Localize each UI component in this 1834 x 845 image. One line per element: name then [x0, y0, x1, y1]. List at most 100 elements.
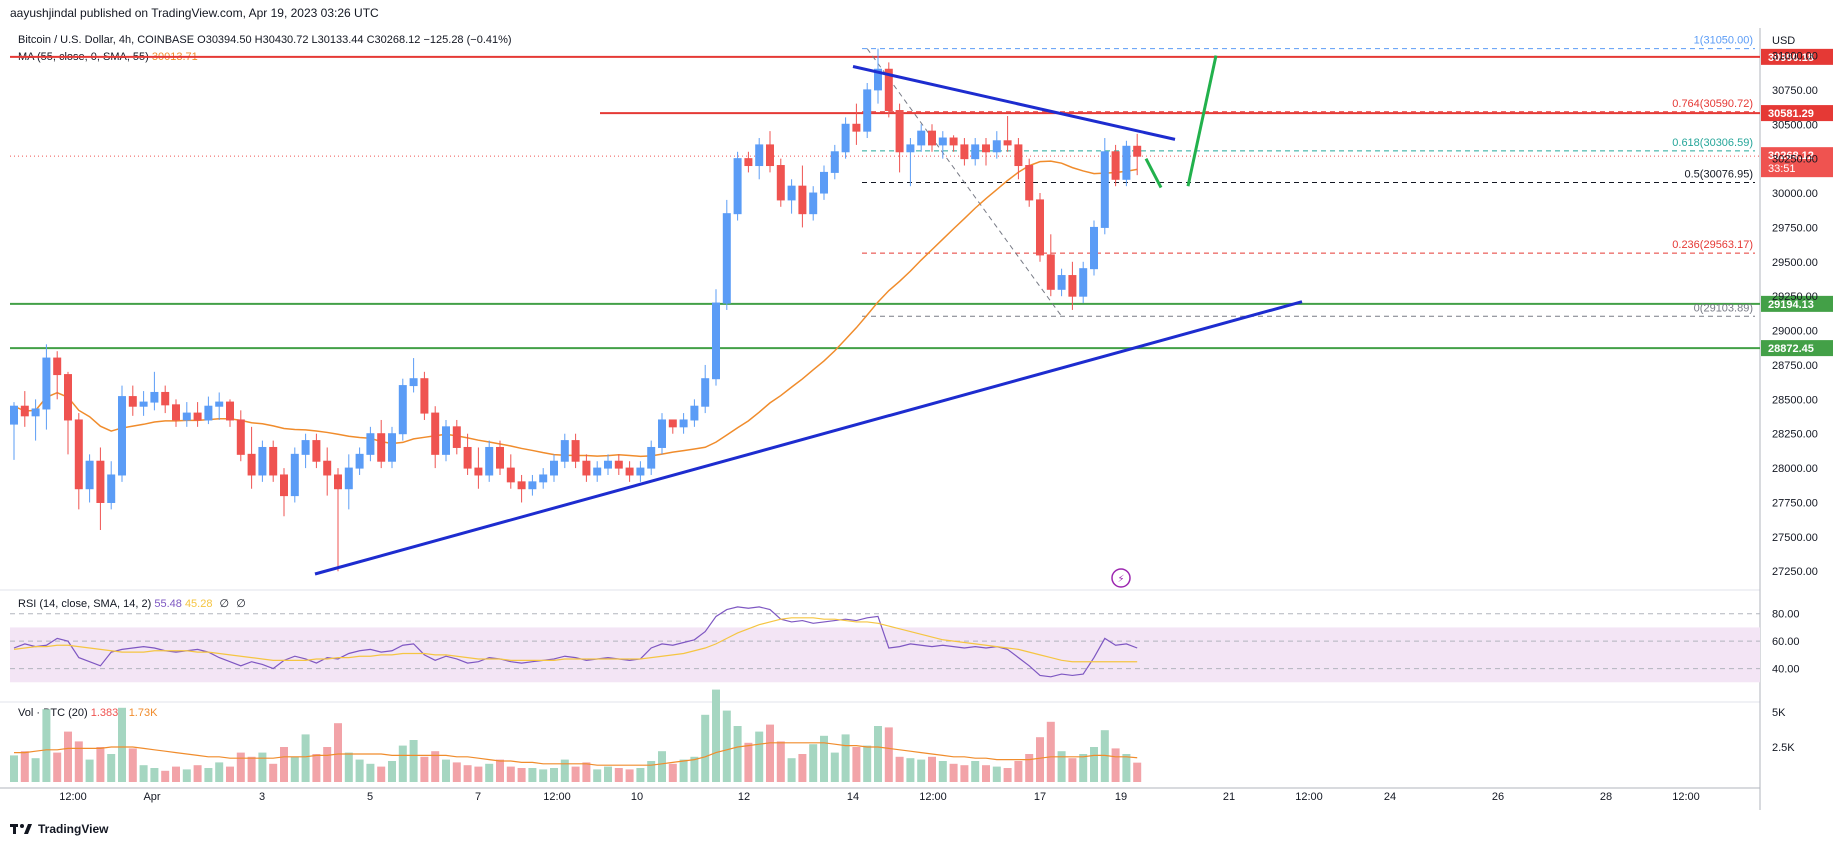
candle-body — [215, 401, 224, 407]
candle-body — [755, 144, 764, 167]
candle-body — [1122, 145, 1131, 180]
volume-bar — [820, 735, 828, 782]
volume-bar — [150, 768, 159, 782]
volume-bar — [949, 763, 958, 782]
candle-body — [809, 192, 818, 215]
volume-bar — [280, 747, 288, 782]
candle-body — [798, 185, 807, 215]
candle-body — [895, 110, 904, 153]
volume-bar — [74, 741, 83, 782]
current-price-countdown: 33:51 — [1768, 163, 1796, 175]
candle-body — [820, 171, 828, 194]
level-tag-label: 30581.29 — [1768, 108, 1814, 120]
volume-ma-value: 1.73K — [128, 707, 158, 719]
rsi-value: 55.48 — [154, 598, 182, 610]
candle-body — [409, 378, 418, 387]
volume-bar — [366, 763, 375, 782]
ohlc-open: O30394.50 — [197, 34, 252, 46]
time-axis-label: 26 — [1492, 791, 1504, 803]
time-axis-label: 12:00 — [1295, 791, 1323, 803]
footer-brand[interactable]: TradingView — [10, 822, 108, 836]
candle-body — [398, 385, 407, 435]
candle-body — [485, 446, 494, 476]
volume-bar — [20, 751, 29, 782]
volume-bar — [1057, 751, 1066, 782]
candle-body — [744, 158, 753, 167]
volume-bar — [53, 752, 62, 782]
level-tag — [1761, 340, 1833, 357]
ascending-trendline — [314, 300, 1303, 576]
candle-body — [917, 130, 926, 146]
volume-legend[interactable]: Vol · BTC (20) 1.383K 1.73K — [18, 707, 157, 719]
fibonacci-retracement: 1(31050.00) 0.764(30590.72) 0.618(30306.59… — [862, 35, 1755, 317]
volume-bar — [301, 734, 310, 782]
time-axis-label: 24 — [1384, 791, 1396, 803]
rsi-line — [13, 606, 1138, 678]
current-price-label: 30268.12 — [1768, 150, 1814, 162]
candle-body — [636, 467, 645, 476]
price-tick-label: 29000.00 — [1772, 326, 1818, 338]
volume-bar — [204, 768, 213, 782]
candle-body — [20, 405, 29, 417]
time-axis-label: 10 — [631, 791, 643, 803]
time-axis-label: 21 — [1223, 791, 1235, 803]
candle-body — [236, 419, 245, 455]
volume-axis-label: 2.5K — [1772, 742, 1795, 754]
volume-bar — [830, 752, 839, 782]
volume-bar — [506, 766, 515, 782]
candle-body — [647, 446, 656, 469]
volume-bar — [614, 768, 623, 782]
candle-body — [150, 391, 159, 403]
volume-bar — [355, 759, 364, 782]
volume-axis-label: 5K — [1772, 707, 1786, 719]
volume-bar — [701, 714, 710, 782]
time-axis-label: 12:00 — [543, 791, 571, 803]
volume-bar — [1090, 747, 1098, 782]
volume-bar — [895, 756, 904, 782]
rsi-legend[interactable]: RSI (14, close, SMA, 14, 2) 55.48 45.28 … — [18, 597, 246, 610]
volume-bar — [172, 766, 180, 782]
candle-body — [830, 151, 839, 173]
drawings: ⚡ — [314, 55, 1303, 588]
rsi-label: RSI (14, close, SMA, 14, 2) — [18, 598, 152, 610]
rsi-ma-line — [13, 617, 1138, 663]
volume-bar — [604, 766, 612, 782]
level-tag — [1761, 105, 1833, 122]
volume-bar — [182, 769, 191, 782]
volume-bar — [431, 751, 440, 782]
candle-body — [323, 460, 332, 476]
price-tick-label: 30250.00 — [1772, 154, 1818, 166]
candle-body — [1068, 275, 1077, 297]
candle-body — [701, 378, 710, 407]
current-price-tag — [1761, 147, 1833, 178]
flash-icon — [1111, 568, 1131, 588]
time-axis-label: 12:00 — [59, 791, 87, 803]
volume-bar — [863, 745, 872, 782]
volume-bar — [755, 731, 764, 782]
level-tag-label: 29194.13 — [1768, 299, 1814, 311]
symbol-name[interactable]: Bitcoin / U.S. Dollar, 4h, COINBASE — [18, 34, 195, 46]
candle-body — [733, 158, 742, 215]
candle-body — [539, 474, 548, 483]
level-tag-label: 28872.45 — [1768, 343, 1814, 355]
price-tick-label: 30000.00 — [1772, 188, 1818, 200]
time-axis: 12:00 Apr 3 5 7 12:00 10 12 14 12:00 17 19 21 12:00 24… — [59, 791, 1700, 803]
candle-body — [42, 357, 51, 410]
candle-body — [614, 460, 623, 469]
candle-body — [593, 467, 602, 476]
candle-body — [107, 474, 116, 503]
candle-body — [712, 302, 720, 380]
volume-bar — [1025, 754, 1034, 782]
volume-label: Vol · BTC (20) — [18, 707, 88, 719]
level-tag — [1761, 295, 1833, 312]
volume-bar — [496, 759, 504, 782]
price-tick-label: 27250.00 — [1772, 566, 1818, 578]
candle-body — [949, 137, 958, 146]
candle-body — [787, 185, 796, 201]
price-axis-unit: USD — [1772, 35, 1795, 47]
candle-body — [85, 460, 94, 490]
fib-level-label: 0.764(30590.72) — [1672, 98, 1753, 110]
volume-bar — [452, 762, 461, 782]
volume-bar — [1111, 748, 1120, 782]
